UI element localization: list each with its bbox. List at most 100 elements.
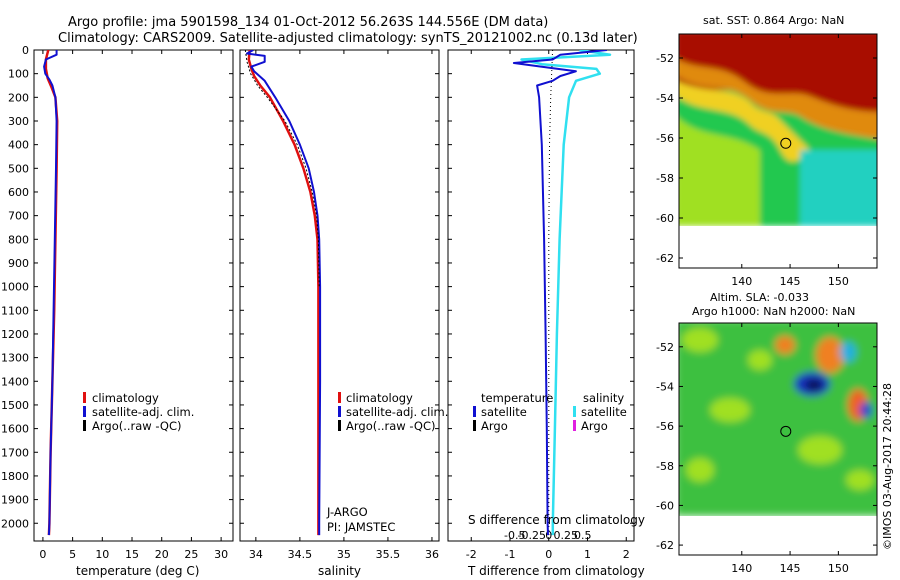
sla-map-xtick-label: 150 xyxy=(828,562,849,575)
legend-swatch-climatology xyxy=(83,392,86,403)
difference-xlabel-temperature: T difference from climatology xyxy=(467,564,645,578)
sla-map-xtick-label: 140 xyxy=(731,562,752,575)
figure-title-line2: Climatology: CARS2009. Satellite-adjuste… xyxy=(58,31,638,46)
legend-label-climatology: climatology xyxy=(346,391,413,405)
temperature-ytick-label: 0 xyxy=(22,44,29,57)
difference-t-xtick-label: -1 xyxy=(505,548,516,561)
temperature-xtick-label: 30 xyxy=(214,548,228,561)
legend-label-sal-argo: Argo xyxy=(581,419,608,433)
temperature-panel: 0 5 10 15 20 25 30 0 100 200 300 400 500 600 700 800 90… xyxy=(1,44,234,578)
legend-label-climatology: climatology xyxy=(92,391,159,405)
sla-map-ytick-label: -56 xyxy=(656,420,674,433)
sla-map-panel: Altim. SLA: -0.033 Argo h1000: NaN h2000… xyxy=(656,291,878,575)
argo-position-marker xyxy=(780,425,792,437)
difference-xlabel-salinity: S difference from climatology xyxy=(468,513,645,527)
difference-s-tick-label: -0.5 xyxy=(504,529,525,542)
sla-map-title: Altim. SLA: -0.033 xyxy=(710,291,809,304)
difference-salinity-satellite-line xyxy=(520,50,612,536)
sla-map-frame xyxy=(678,322,878,556)
legend-swatch-temp-argo xyxy=(473,420,476,431)
sla-map-ytick-label: -52 xyxy=(656,341,674,354)
temperature-ytick-label: 1300 xyxy=(1,352,29,365)
legend-swatch-sal-argo xyxy=(573,420,576,431)
temperature-legend: climatology satellite-adj. clim. Argo(..… xyxy=(83,391,194,433)
annotation-pi: PI: JAMSTEC xyxy=(327,520,395,534)
temperature-satellite-line xyxy=(43,50,58,536)
temperature-ytick-label: 1200 xyxy=(1,328,29,341)
salinity-xtick-label: 34.5 xyxy=(288,548,313,561)
temperature-ytick-label: 1900 xyxy=(1,494,29,507)
temperature-ytick-label: 1500 xyxy=(1,399,29,412)
legend-label-satellite: satellite-adj. clim. xyxy=(92,405,194,419)
salinity-xtick-label: 36 xyxy=(425,548,439,561)
difference-t-xtick-label: 1 xyxy=(584,548,591,561)
temperature-ytick-label: 1700 xyxy=(1,446,29,459)
temperature-ytick-label: 700 xyxy=(8,210,29,223)
difference-t-xtick-label: 0 xyxy=(545,548,552,561)
temperature-ytick-label: 400 xyxy=(8,139,29,152)
temperature-xtick-label: 25 xyxy=(184,548,198,561)
salinity-xtick-label: 35 xyxy=(337,548,351,561)
legend-label-argo: Argo(..raw -QC) xyxy=(346,419,436,433)
legend-swatch-satellite xyxy=(83,406,86,417)
legend-swatch-argo xyxy=(83,420,86,431)
sla-map-ytick-label: -58 xyxy=(656,460,674,473)
temperature-ytick-label: 1100 xyxy=(1,304,29,317)
legend-header-salinity: salinity xyxy=(583,391,624,405)
legend-swatch-satellite xyxy=(338,406,341,417)
difference-panel: -2 -1 0 1 2 -0.5-0.25 0 0.250.5 T difference f… xyxy=(447,49,645,578)
temperature-ytick-label: 1400 xyxy=(1,375,29,388)
difference-s-tick-label: -0.25 xyxy=(518,529,546,542)
legend-label-sal-satellite: satellite xyxy=(581,405,627,419)
temperature-ytick-label: 200 xyxy=(8,91,29,104)
sla-map-ytick-label: -54 xyxy=(656,380,674,393)
sst-map-xtick-label: 150 xyxy=(828,275,849,288)
legend-label-satellite: satellite-adj. clim. xyxy=(346,405,448,419)
salinity-xlabel: salinity xyxy=(318,564,361,578)
sst-map-nodata xyxy=(679,226,877,268)
sst-map-ytick-label: -62 xyxy=(656,252,674,265)
argo-position-marker xyxy=(780,137,792,149)
legend-swatch-climatology xyxy=(338,392,341,403)
temperature-ytick-label: 900 xyxy=(8,257,29,270)
sla-map-nodata xyxy=(679,516,877,555)
temperature-ytick-label: 1000 xyxy=(1,281,29,294)
difference-s-tick-label: 0.25 xyxy=(554,529,579,542)
salinity-climatology-line xyxy=(247,50,320,536)
sla-map-ytick-label: -60 xyxy=(656,499,674,512)
temperature-plot-area xyxy=(33,49,234,542)
salinity-xtick-label: 35.5 xyxy=(376,548,401,561)
salinity-satellite-line xyxy=(246,50,322,536)
temperature-ytick-label: 300 xyxy=(8,115,29,128)
sla-map-ytick-label: -62 xyxy=(656,539,674,552)
legend-label-temp-argo: Argo xyxy=(481,419,508,433)
temperature-xtick-label: 5 xyxy=(69,548,76,561)
legend-header-temperature: temperature xyxy=(481,391,553,405)
legend-label-temp-satellite: satellite xyxy=(481,405,527,419)
legend-swatch-argo xyxy=(338,420,341,431)
sst-map-ytick-label: -54 xyxy=(656,92,674,105)
annotation-program: J-ARGO xyxy=(326,505,368,519)
temperature-ytick-label: 800 xyxy=(8,233,29,246)
salinity-plot-area xyxy=(239,49,440,542)
temperature-ytick-label: 500 xyxy=(8,162,29,175)
temperature-ytick-label: 1800 xyxy=(1,470,29,483)
sla-map-subtitle: Argo h1000: NaN h2000: NaN xyxy=(692,305,855,318)
legend-swatch-sal-satellite xyxy=(573,406,576,417)
sst-map-xtick-label: 145 xyxy=(780,275,801,288)
salinity-xtick-label: 34 xyxy=(249,548,263,561)
temperature-ytick-label: 2000 xyxy=(1,517,29,530)
salinity-legend: climatology satellite-adj. clim. Argo(..… xyxy=(338,391,448,433)
sst-map-ytick-label: -58 xyxy=(656,172,674,185)
temperature-ytick-label: 1600 xyxy=(1,423,29,436)
difference-t-xtick-label: 2 xyxy=(623,548,630,561)
temperature-xtick-label: 10 xyxy=(95,548,109,561)
difference-t-xtick-label: -2 xyxy=(466,548,477,561)
sst-map-ytick-label: -52 xyxy=(656,52,674,65)
difference-s-tick-label: 0.5 xyxy=(574,529,592,542)
difference-temperature-satellite-line xyxy=(512,50,608,536)
sst-map-ytick-label: -60 xyxy=(656,212,674,225)
sst-map-frame xyxy=(678,33,878,269)
sst-map-ytick-label: -56 xyxy=(656,132,674,145)
